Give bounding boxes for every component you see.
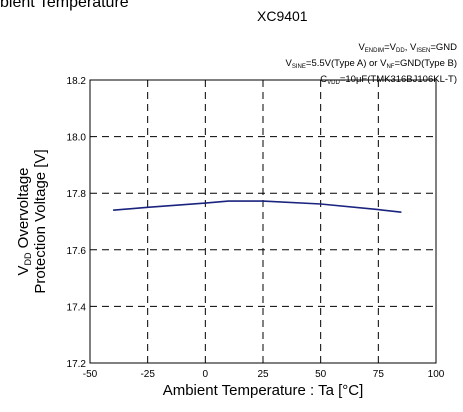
series-layer bbox=[113, 200, 402, 213]
x-tick-label: 100 bbox=[428, 369, 445, 380]
x-tick-label: 25 bbox=[257, 369, 269, 380]
y-tick-label: 17.8 bbox=[67, 189, 87, 200]
grid-layer bbox=[90, 80, 436, 363]
y-axis-label-line-1: VDD Overvoltage bbox=[15, 167, 33, 275]
x-tick-label: -50 bbox=[83, 369, 98, 380]
y-tick-label: 18.0 bbox=[67, 133, 87, 144]
y-tick-label: 17.6 bbox=[67, 246, 87, 257]
y-tick-label: 17.2 bbox=[67, 359, 87, 370]
x-tick-label: 0 bbox=[203, 369, 209, 380]
part-number: XC9401 bbox=[257, 8, 308, 24]
series-line bbox=[113, 200, 402, 213]
tick-layer: -50 -25 0 25 50 75 100 17.2 17.4 17.6 17.8 18.0 18.2 bbox=[67, 76, 445, 380]
y-tick-label: 18.2 bbox=[67, 76, 87, 87]
condition-line-1: VENDIM=VDD, VISEN=GND bbox=[358, 42, 457, 54]
condition-line-2: VSINE=5.5V(Type A) or VNF=GND(Type B) bbox=[285, 58, 457, 70]
x-tick-label: 75 bbox=[373, 369, 385, 380]
y-tick-label: 17.4 bbox=[67, 302, 87, 313]
page-title-fragment: bient Temperature bbox=[0, 0, 129, 11]
y-axis-label-line-2: Protection Voltage [V] bbox=[32, 149, 49, 293]
x-tick-label: -25 bbox=[140, 369, 155, 380]
x-axis-label: Ambient Temperature : Ta [°C] bbox=[163, 382, 364, 399]
plot-frame bbox=[89, 79, 437, 364]
x-tick-label: 50 bbox=[315, 369, 327, 380]
